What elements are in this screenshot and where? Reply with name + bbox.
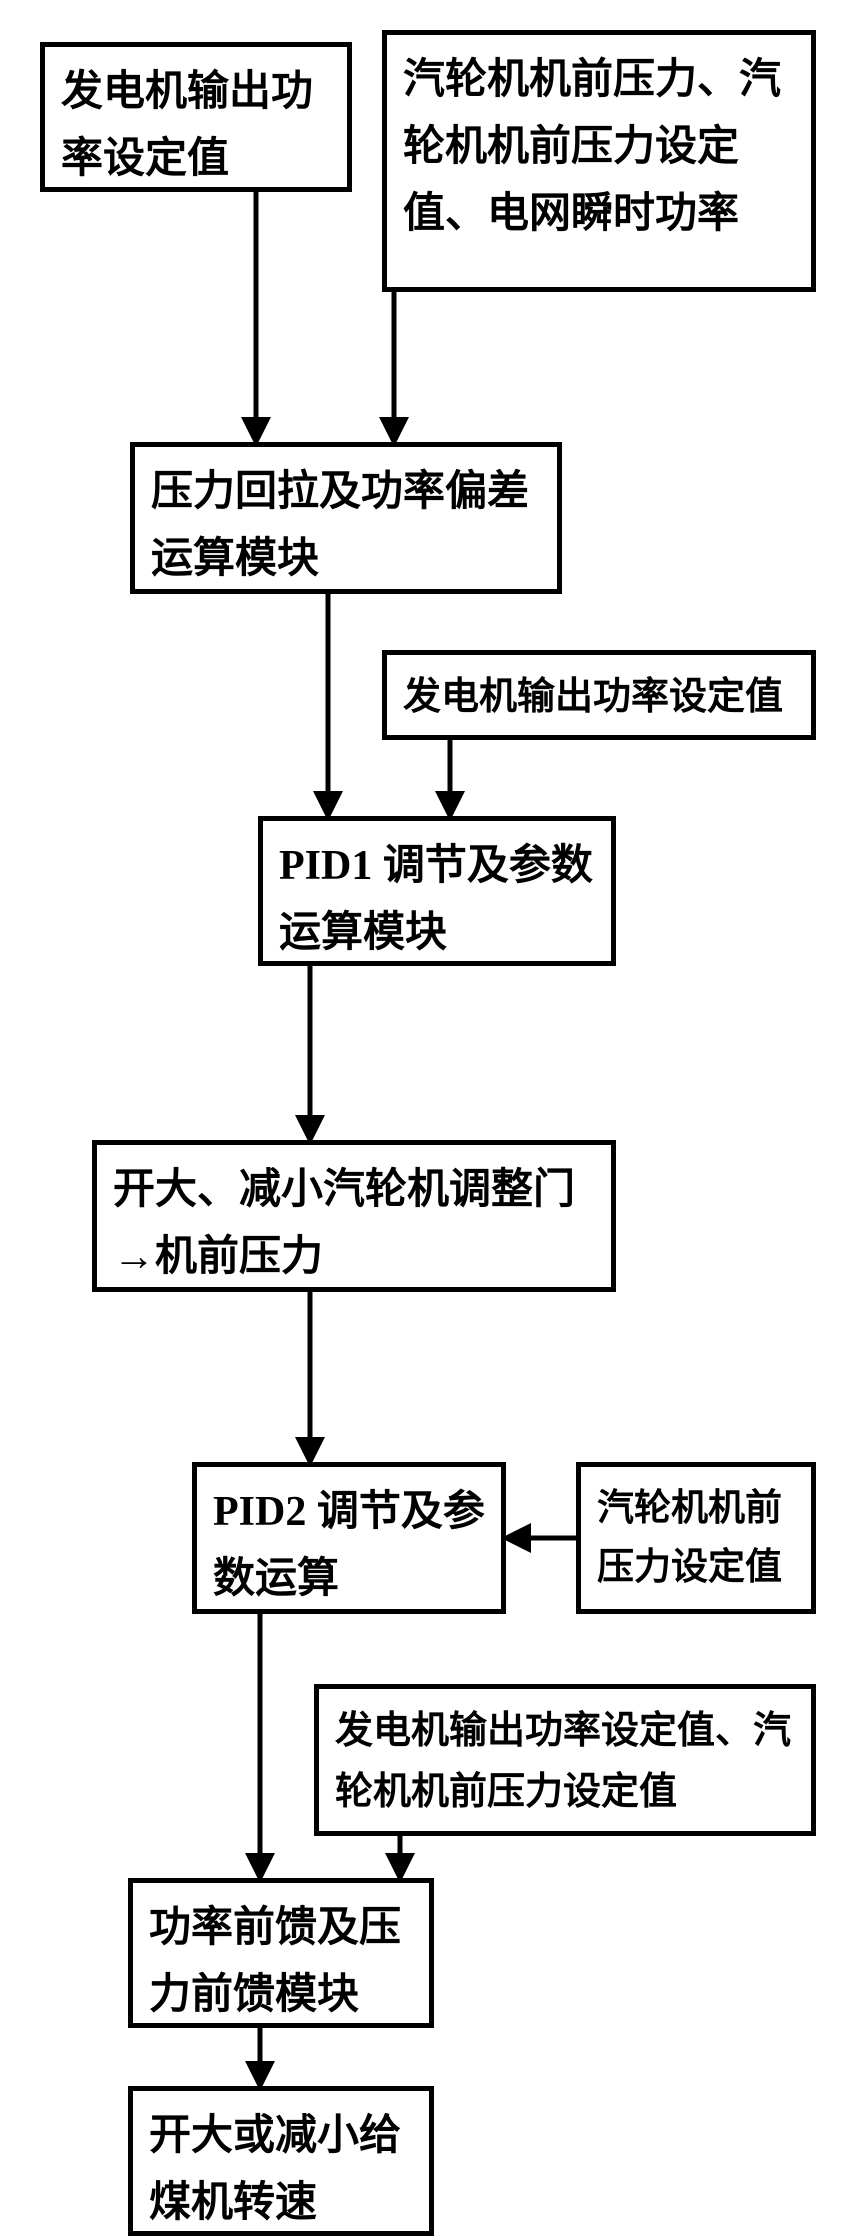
box-text: 压力回拉及功率偏差运算模块 [151,459,541,593]
flowchart-box-b6: 开大、减小汽轮机调整门→机前压力 [92,1140,616,1292]
flowchart-box-b5: PID1 调节及参数运算模块 [258,816,616,966]
box-text: 开大、减小汽轮机调整门→机前压力 [113,1157,595,1291]
flowchart-box-b11: 开大或减小给煤机转速 [128,2086,434,2236]
box-text: 发电机输出功率设定值 [61,59,331,193]
box-text: 发电机输出功率设定值 [403,667,783,728]
flowchart-box-b1: 发电机输出功率设定值 [40,42,352,192]
flowchart-box-b2: 汽轮机机前压力、汽轮机机前压力设定值、电网瞬时功率 [382,30,816,292]
box-text: 开大或减小给煤机转速 [149,2103,413,2237]
box-text: 功率前馈及压力前馈模块 [149,1895,413,2029]
flowchart-box-b9: 发电机输出功率设定值、汽轮机机前压力设定值 [314,1684,816,1836]
flowchart-box-b10: 功率前馈及压力前馈模块 [128,1878,434,2028]
box-text: 汽轮机机前压力、汽轮机机前压力设定值、电网瞬时功率 [403,47,795,249]
flowchart-box-b3: 压力回拉及功率偏差运算模块 [130,442,562,594]
flowchart-box-b4: 发电机输出功率设定值 [382,650,816,740]
box-text: 汽轮机机前压力设定值 [597,1479,795,1597]
box-text: 发电机输出功率设定值、汽轮机机前压力设定值 [335,1701,795,1823]
box-text: PID1 调节及参数运算模块 [279,833,595,967]
flowchart-box-b8: 汽轮机机前压力设定值 [576,1462,816,1614]
flowchart-box-b7: PID2 调节及参数运算 [192,1462,506,1614]
box-text: PID2 调节及参数运算 [213,1479,485,1613]
